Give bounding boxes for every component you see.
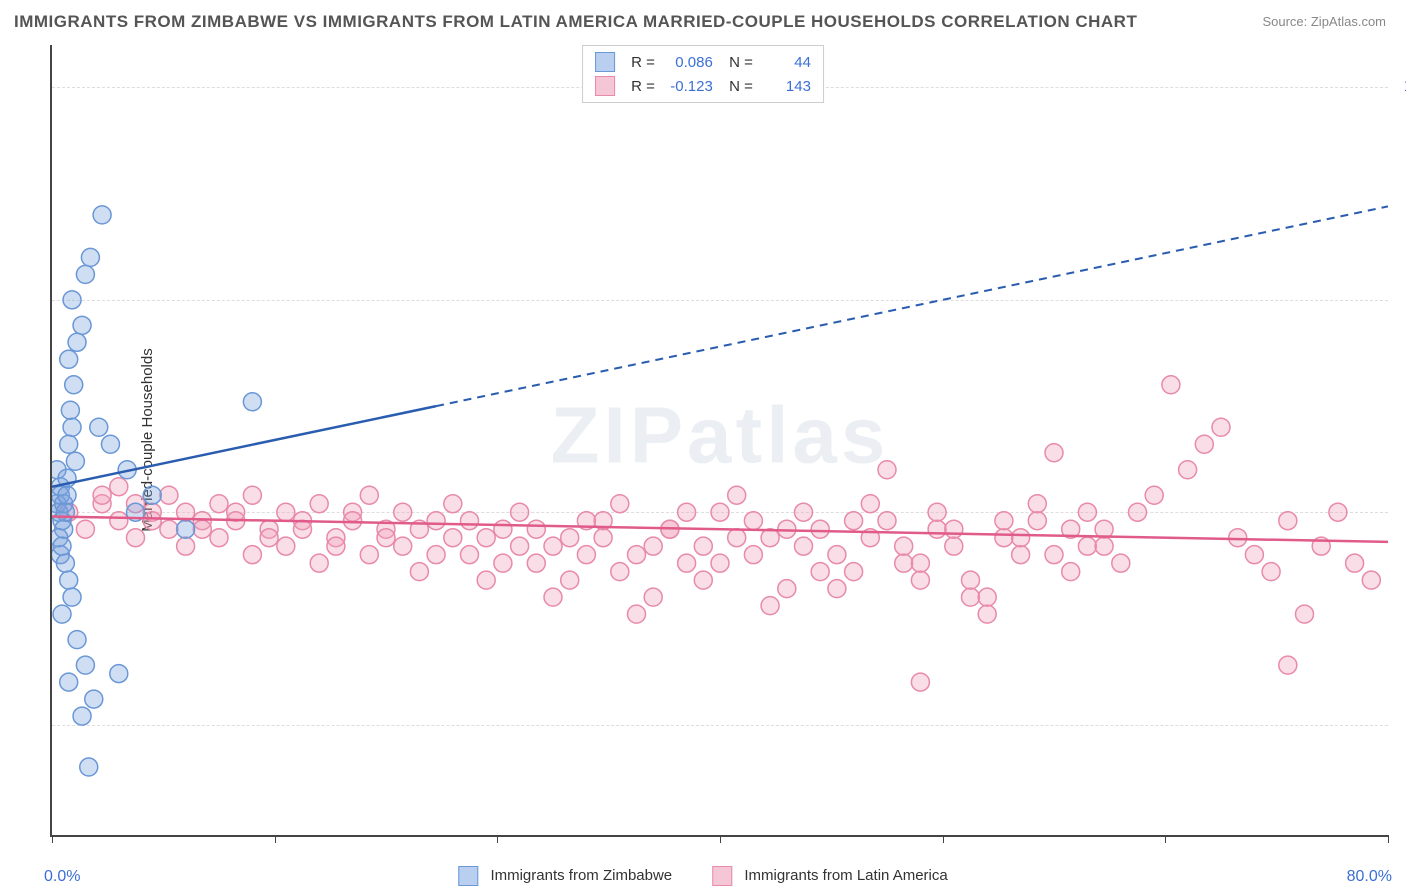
r-label: R = (631, 78, 655, 95)
source-label: Source: ZipAtlas.com (1262, 14, 1386, 29)
legend-item-2: Immigrants from Latin America (712, 866, 948, 886)
chart-container: IMMIGRANTS FROM ZIMBABWE VS IMMIGRANTS F… (0, 0, 1406, 892)
n-value-1: 44 (761, 54, 811, 71)
legend-label-1: Immigrants from Zimbabwe (490, 867, 672, 884)
legend-row-1: R = 0.086 N = 44 (595, 50, 811, 74)
n-label: N = (721, 54, 753, 71)
legend-swatch-1 (595, 52, 615, 72)
r-label: R = (631, 54, 655, 71)
x-tick-left: 0.0% (44, 868, 80, 886)
n-value-2: 143 (761, 78, 811, 95)
x-tick-right: 80.0% (1347, 868, 1392, 886)
legend-swatch-2 (595, 76, 615, 96)
legend-label-2: Immigrants from Latin America (744, 867, 947, 884)
chart-svg (52, 45, 1388, 835)
plot-area: Married-couple Households ZIPatlas 25.0%… (50, 45, 1388, 837)
correlation-legend: R = 0.086 N = 44 R = -0.123 N = 143 (582, 45, 824, 103)
legend-swatch-3 (458, 866, 478, 886)
legend-swatch-4 (712, 866, 732, 886)
n-label: N = (721, 78, 753, 95)
chart-title: IMMIGRANTS FROM ZIMBABWE VS IMMIGRANTS F… (14, 12, 1137, 32)
legend-row-2: R = -0.123 N = 143 (595, 74, 811, 98)
bottom-legend: Immigrants from Zimbabwe Immigrants from… (458, 866, 947, 886)
r-value-1: 0.086 (663, 54, 713, 71)
r-value-2: -0.123 (663, 78, 713, 95)
legend-item-1: Immigrants from Zimbabwe (458, 866, 672, 886)
